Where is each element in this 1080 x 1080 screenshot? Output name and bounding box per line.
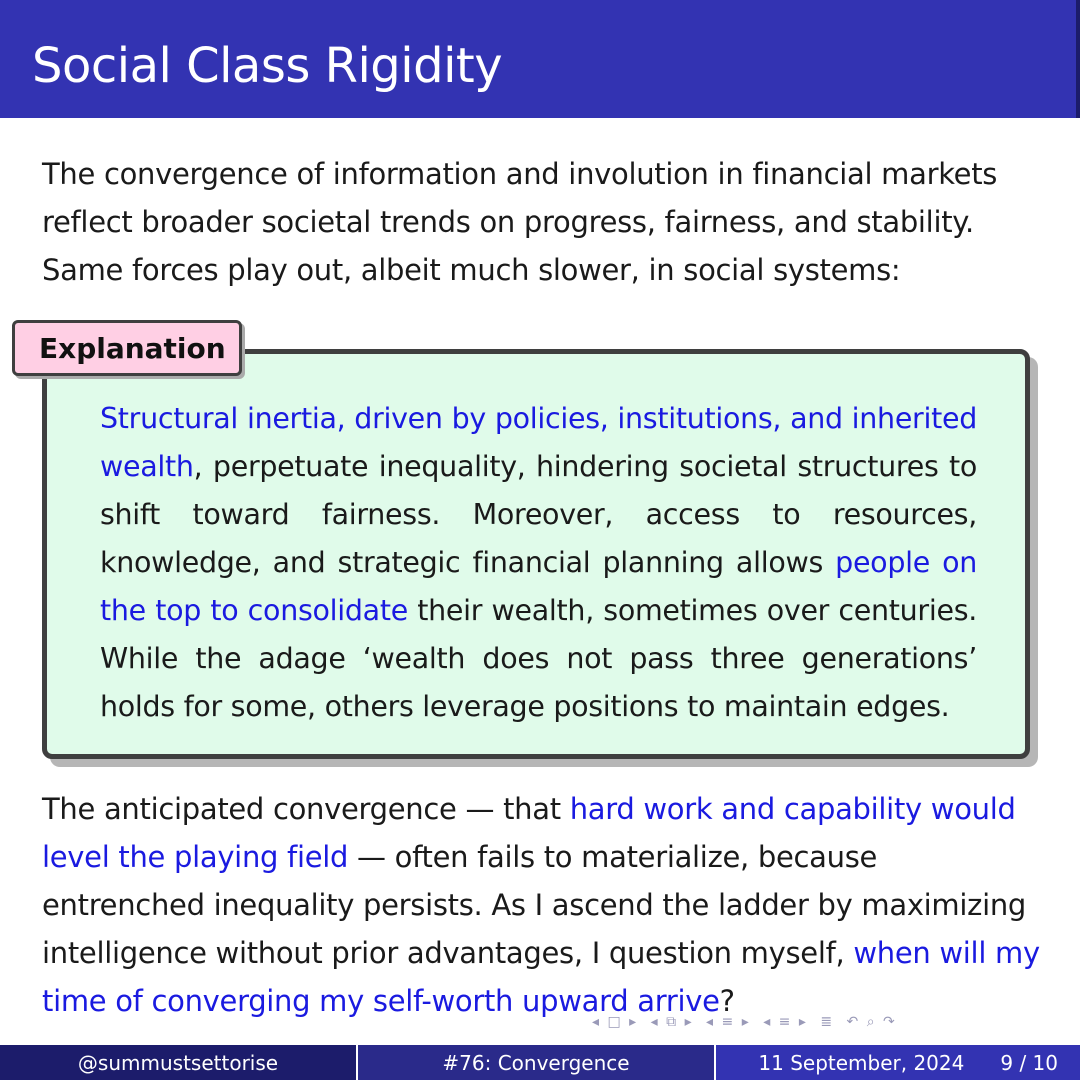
highlight-hard-work: hard work and capability would level the… [42, 792, 1016, 874]
conclusion-text-part-1: The anticipated convergence — that [42, 792, 570, 826]
frame-nav-icon[interactable]: ◂ □ ▸ [592, 1014, 639, 1030]
footer-page-number: 9 / 10 [1000, 1050, 1058, 1075]
part-nav-icon[interactable]: ◂ ≡ ▸ [763, 1014, 808, 1030]
footer-bar: @summustsettorise #76: Convergence 11 Se… [0, 1045, 1080, 1080]
subsection-nav-icon[interactable]: ◂ ⧉ ▸ [650, 1014, 694, 1030]
title-bar: Social Class Rigidity [0, 0, 1080, 118]
explanation-label-tag: Explanation [12, 320, 242, 376]
highlight-consolidate: people on the top to consolidate [100, 546, 977, 627]
footer-date-page: 11 September, 2024 9 / 10 [716, 1045, 1080, 1080]
conclusion-text-part-3: ? [719, 984, 735, 1018]
footer-talk-title: #76: Convergence [358, 1045, 716, 1080]
explanation-text-part-1: , perpetuate inequality, hindering socie… [100, 450, 977, 579]
footer-author: @summustsettorise [0, 1045, 358, 1080]
conclusion-text-part-2: — often fails to materialize, because en… [42, 840, 1027, 970]
highlight-structural-inertia: Structural inertia, driven by policies, … [100, 402, 977, 483]
explanation-text: Structural inertia, driven by policies, … [100, 395, 977, 731]
navigation-bar: ◂ □ ▸ ◂ ⧉ ▸ ◂ ≡ ▸ ◂ ≡ ▸ ≣ ↶ ⌕ ↷ [592, 1014, 903, 1030]
conclusion-paragraph: The anticipated convergence — that hard … [42, 785, 1042, 1025]
explanation-text-part-2: their wealth, sometimes over centuries. … [100, 594, 978, 723]
explanation-label: Explanation [39, 332, 226, 365]
highlight-question: when will my time of converging my self-… [42, 936, 1040, 1018]
intro-paragraph: The convergence of information and invol… [42, 157, 998, 287]
explanation-box [42, 349, 1030, 759]
section-nav-icon[interactable]: ◂ ≡ ▸ [706, 1014, 751, 1030]
slide-title: Social Class Rigidity [32, 38, 503, 94]
outline-nav-icon[interactable]: ≣ [820, 1014, 835, 1030]
search-nav-icon[interactable]: ↶ ⌕ ↷ [846, 1014, 897, 1030]
footer-date: 11 September, 2024 [758, 1050, 965, 1075]
